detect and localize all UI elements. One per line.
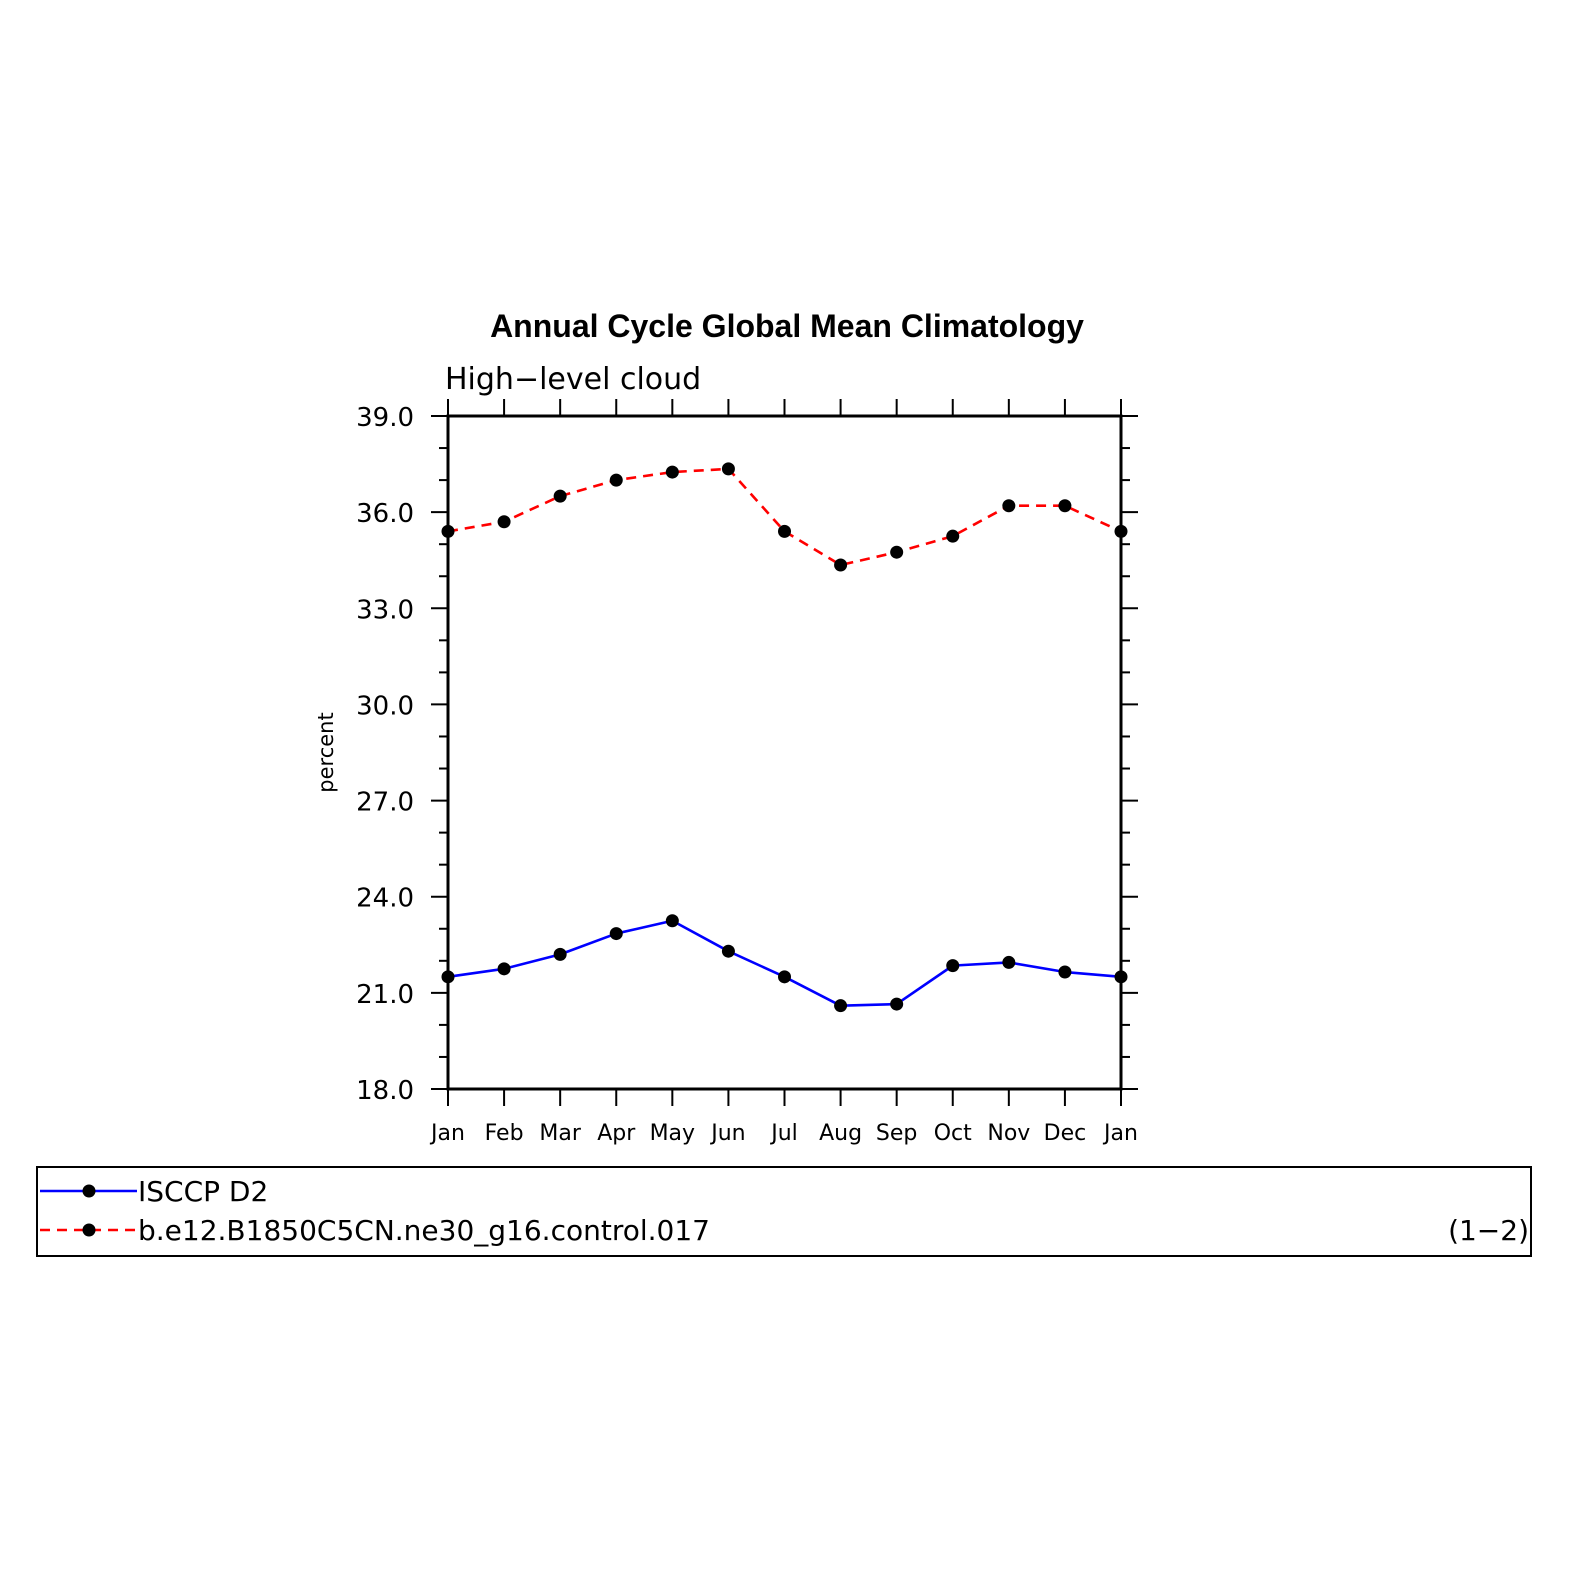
y-tick-label: 33.0 (356, 595, 414, 625)
x-tick-label: Sep (876, 1121, 917, 1146)
x-tick-label: May (650, 1121, 695, 1146)
axis-ticks (431, 399, 1138, 1106)
chart-title: Annual Cycle Global Mean Climatology (490, 308, 1084, 344)
y-axis-label: percent (314, 712, 338, 792)
data-point (778, 524, 791, 538)
data-point (1058, 965, 1072, 979)
series-line (447, 467, 1122, 567)
legend-entry-1: ISCCP D2 (40, 1175, 268, 1208)
x-tick-label: Jan (1102, 1121, 1138, 1146)
x-tick-label: Nov (987, 1121, 1030, 1146)
legend-label: ISCCP D2 (138, 1175, 268, 1208)
data-point (834, 558, 848, 572)
y-tick-labels: 18.0 21.0 24.0 27.0 30.0 33.0 36.0 39.0 (356, 403, 414, 1106)
y-tick-label: 39.0 (356, 403, 414, 433)
legend-marker (82, 1184, 96, 1198)
panel-label: (1−2) (1448, 1214, 1529, 1247)
legend-label: b.e12.B1850C5CN.ne30_g16.control.017 (138, 1214, 710, 1247)
legend-entries: ISCCP D2 b.e12.B1850C5CN.ne30_g16.control… (40, 1175, 710, 1247)
data-point (721, 462, 735, 476)
data-point (497, 962, 511, 976)
series-lines (441, 462, 1128, 1013)
legend-entry-2: b.e12.B1850C5CN.ne30_g16.control.017 (40, 1214, 710, 1247)
series-1 (441, 914, 1128, 1013)
y-tick-label: 21.0 (356, 980, 414, 1010)
chart-subtitle: High−level cloud (445, 362, 701, 397)
data-point (665, 465, 679, 479)
y-tick-label: 36.0 (356, 499, 414, 529)
data-point (609, 927, 623, 941)
data-point (834, 999, 848, 1013)
y-tick-label: 24.0 (356, 884, 414, 914)
y-tick-label: 27.0 (356, 788, 414, 818)
data-point (609, 473, 623, 487)
data-point (1114, 524, 1128, 538)
x-tick-label: Jun (709, 1121, 745, 1146)
x-tick-label: Feb (485, 1121, 524, 1146)
x-tick-label: Aug (819, 1121, 862, 1146)
data-point (1058, 499, 1072, 513)
legend-marker (82, 1223, 96, 1237)
plot-frame (446, 414, 1123, 1091)
data-point (665, 914, 679, 928)
x-tick-label: Jan (429, 1121, 465, 1146)
series-line (447, 919, 1122, 1007)
data-point (1002, 955, 1016, 969)
x-tick-label: Mar (539, 1121, 581, 1146)
y-tick-label: 30.0 (356, 691, 414, 721)
x-tick-labels: Jan Feb Mar Apr May Jun Jul Aug Sep Oct Nov Dec Jan (429, 1121, 1138, 1146)
data-point (553, 489, 567, 503)
x-tick-label: Apr (597, 1121, 636, 1146)
data-point (946, 529, 960, 543)
legend-box (36, 1166, 1532, 1257)
data-point (553, 947, 567, 961)
data-point (1002, 499, 1016, 513)
data-point (1114, 970, 1128, 984)
x-tick-label: Dec (1044, 1121, 1087, 1146)
legend: ISCCP D2 b.e12.B1850C5CN.ne30_g16.control… (36, 1166, 1532, 1257)
data-point (946, 959, 960, 973)
data-point (721, 944, 735, 958)
data-point (778, 970, 791, 984)
x-tick-label: Jul (769, 1121, 798, 1146)
data-point (890, 545, 904, 559)
y-tick-label: 18.0 (356, 1076, 414, 1106)
series-2 (441, 462, 1128, 572)
data-point (497, 515, 511, 529)
data-point (890, 997, 904, 1011)
data-point (441, 970, 455, 984)
data-point (441, 524, 455, 538)
x-tick-label: Oct (934, 1121, 972, 1146)
